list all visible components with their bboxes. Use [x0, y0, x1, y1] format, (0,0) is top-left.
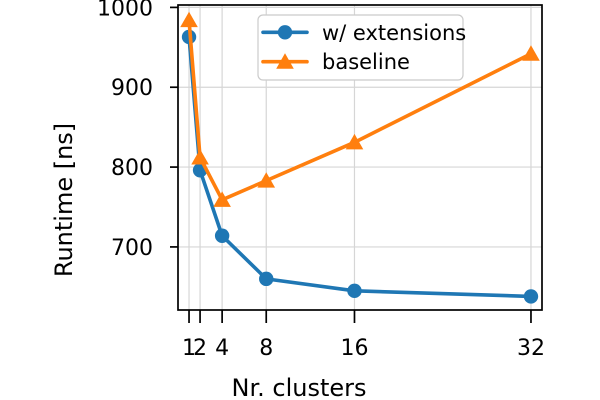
marker-baseline-x4: [213, 191, 231, 207]
marker-baseline-x2: [191, 149, 209, 165]
marker-w-extensions-x4: [214, 228, 230, 243]
legend-label-w-extensions: w/ extensions: [322, 21, 466, 45]
x-tick-label-4: 4: [215, 336, 229, 361]
legend-marker-baseline: [276, 53, 294, 69]
legend-label-baseline: baseline: [322, 50, 410, 74]
x-tick-label-2: 2: [193, 336, 207, 361]
y-tick-label-900: 900: [111, 76, 153, 101]
legend-marker-w-extensions: [277, 25, 293, 40]
series-baseline: [180, 11, 540, 207]
y-tick-label-1000: 1000: [97, 0, 153, 21]
y-tick-label-800: 800: [111, 156, 153, 181]
x-tick-label-8: 8: [259, 336, 273, 361]
x-tick-label-16: 16: [340, 336, 368, 361]
x-tick-label-1: 1: [182, 336, 196, 361]
marker-baseline-x32: [522, 45, 540, 61]
series-line-baseline: [187, 18, 533, 202]
marker-baseline-x8: [257, 172, 276, 188]
legend-box: [257, 14, 464, 81]
x-tick-label-32: 32: [517, 336, 545, 361]
marker-baseline-x1: [180, 11, 198, 28]
axes-group: 12 4 8 16 32 700 800 900 1000: [97, 0, 545, 361]
marker-w-extensions-x32: [523, 289, 539, 304]
legend: w/ extensions baseline: [257, 14, 466, 81]
x-axis-label: Nr. clusters: [232, 374, 367, 400]
marker-baseline-x16: [345, 133, 364, 150]
marker-w-extensions-x16: [347, 283, 362, 299]
marker-w-extensions-x8: [259, 271, 274, 287]
y-axis-label: Runtime [ns]: [50, 123, 78, 277]
plot-border: [177, 4, 543, 311]
y-tick-label-700: 700: [111, 236, 153, 261]
series-group: [180, 11, 540, 304]
